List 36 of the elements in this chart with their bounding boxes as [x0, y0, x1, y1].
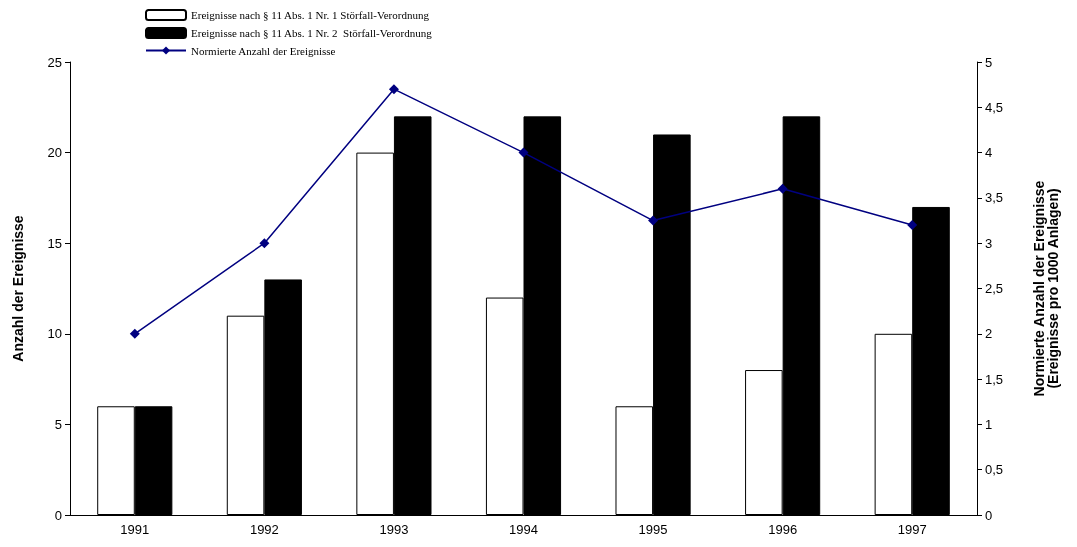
y2-tick-label: 5	[985, 54, 993, 70]
y2-tick-label: 4,5	[985, 99, 1004, 115]
point	[518, 147, 529, 158]
x-tick-label: 1993	[379, 522, 409, 537]
legend-label: Normierte Anzahl der Ereignisse	[191, 44, 336, 57]
x-tick-label: 1994	[509, 522, 538, 537]
x-tick-label: 1992	[249, 522, 279, 537]
point	[129, 328, 140, 339]
y-tick-label: 15	[47, 235, 62, 251]
y2-tick-label: 0,5	[985, 462, 1004, 478]
point	[388, 84, 399, 95]
point	[648, 215, 659, 226]
y-tick-label: 0	[54, 507, 62, 523]
y2-axis-title: Normierte Anzahl der Ereignisse (Ereignisse pro 1000 Anlagen)	[1031, 180, 1061, 397]
legend-label: Ereignisse nach § 11 Abs. 1 Nr. 1 Störfall-Verordnung	[191, 9, 430, 21]
y2-tick-label: 1	[985, 416, 993, 432]
x-tick-label: 1995	[638, 522, 668, 537]
y-axis-title: Anzahl der Ereignisse	[10, 215, 26, 362]
y2-tick-label: 3	[985, 235, 993, 251]
point	[777, 183, 788, 194]
y2-tick-label: 1,5	[985, 371, 1004, 387]
y2-tick-label: 0	[985, 507, 993, 523]
y2-tick-label: 2	[985, 326, 993, 342]
y-tick-label: 20	[47, 145, 62, 161]
y2-tick-label: 3,5	[985, 190, 1004, 206]
x-tick-label: 1997	[897, 522, 927, 537]
y-tick-label: 10	[47, 326, 62, 342]
x-tick-label: 1991	[120, 522, 150, 537]
x-tick-label: 1996	[768, 522, 798, 537]
point	[907, 220, 918, 231]
legend-label: Ereignisse nach § 11 Abs. 1 Nr. 2 Störfall-Verordnung	[191, 27, 433, 39]
point	[259, 238, 270, 249]
y2-tick-label: 4	[985, 145, 993, 161]
y-tick-label: 25	[47, 54, 62, 70]
y2-tick-label: 2,5	[985, 281, 1004, 296]
y-tick-label: 5	[54, 416, 62, 432]
